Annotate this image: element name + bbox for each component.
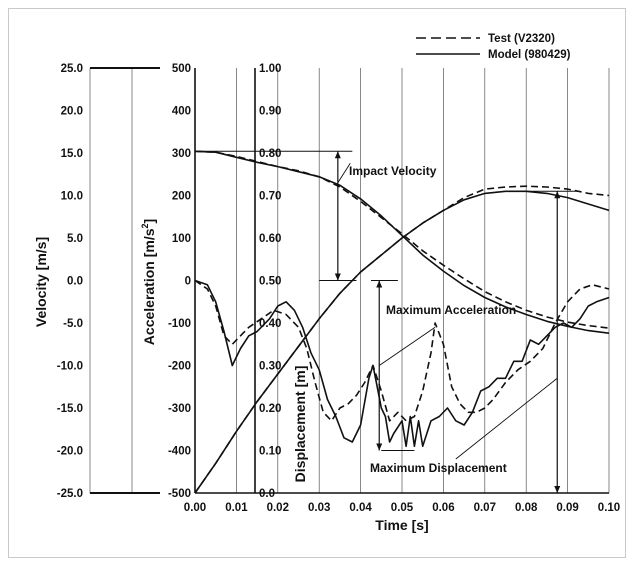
model-displacement-line — [194, 190, 610, 494]
displacement-axis-label: Displacement [m] — [292, 366, 308, 483]
legend-model-label: Model (980429) — [488, 49, 571, 61]
displacement-tick-label: 0.10 — [259, 446, 281, 458]
max-displacement-arrow-tail — [554, 191, 561, 199]
x-tick-label: 0.08 — [515, 502, 538, 514]
velocity-tick-label: -15.0 — [57, 403, 83, 415]
x-tick-label: 0.06 — [432, 502, 454, 514]
x-tick-label: 0.09 — [556, 502, 578, 514]
x-tick-label: 0.03 — [308, 502, 330, 514]
max-acceleration-arrow-head — [376, 443, 383, 451]
x-tick-label: 0.02 — [267, 502, 289, 514]
displacement-tick-label: 0.70 — [259, 191, 281, 203]
legend-test-label: Test (V2320) — [488, 33, 555, 45]
velocity-tick-label: -5.0 — [63, 318, 83, 330]
chart-frame — [8, 8, 626, 558]
velocity-tick-label: 5.0 — [67, 233, 83, 245]
acceleration-tick-label: 500 — [172, 63, 191, 75]
x-tick-label: 0.05 — [391, 502, 414, 514]
acceleration-tick-label: 400 — [172, 106, 191, 118]
max-displacement-arrow-head — [554, 486, 561, 493]
velocity-axis-label: Velocity [m/s] — [33, 237, 49, 327]
annotation-maximum-acceleration: Maximum Acceleration — [386, 303, 516, 317]
max-acceleration-arrow-tail — [376, 280, 383, 288]
displacement-tick-label: 0.40 — [259, 318, 281, 330]
annotation-lines — [195, 150, 581, 493]
acceleration-tick-label: -100 — [168, 318, 191, 330]
displacement-tick-label: 0.50 — [259, 276, 281, 288]
displacement-tick-label: 0.90 — [259, 106, 281, 118]
x-axis-label: Time [s] — [375, 517, 428, 533]
model-velocity-line — [194, 150, 610, 334]
acceleration-tick-label: 200 — [172, 191, 191, 203]
gridlines — [89, 68, 610, 493]
displacement-tick-label: 0.60 — [259, 233, 281, 245]
velocity-tick-label: -20.0 — [57, 446, 83, 458]
acceleration-tick-label: -500 — [168, 488, 191, 500]
x-tick-label: 0.04 — [349, 502, 372, 514]
annotation-impact-velocity: Impact Velocity — [349, 164, 437, 178]
displacement-tick-label: 0.0 — [259, 488, 275, 500]
acceleration-tick-label: 100 — [172, 233, 191, 245]
acceleration-tick-label: -200 — [168, 361, 191, 373]
acceleration-tick-label: -300 — [168, 403, 191, 415]
data-series — [194, 150, 610, 494]
displacement-tick-label: 0.80 — [259, 148, 281, 160]
model-acceleration-line — [194, 279, 610, 448]
velocity-tick-label: 25.0 — [61, 63, 83, 75]
acceleration-tick-label: 300 — [172, 148, 191, 160]
acceleration-label-main: Acceleration [m/s — [141, 228, 157, 345]
displacement-tick-label: 1.00 — [259, 63, 281, 75]
impact-velocity-arrow-head — [334, 273, 341, 281]
impact-velocity-leader — [337, 162, 351, 183]
x-tick-label: 0.00 — [184, 502, 206, 514]
velocity-tick-label: -10.0 — [57, 361, 83, 373]
acceleration-label-sup: 2 — [140, 223, 150, 228]
velocity-tick-label: 15.0 — [61, 148, 83, 160]
displacement-tick-label: 0.30 — [259, 361, 281, 373]
acceleration-axis-label: Acceleration [m/s2] — [140, 219, 157, 345]
acceleration-tick-label: 0 — [185, 276, 191, 288]
velocity-tick-label: -25.0 — [57, 488, 83, 500]
impact-velocity-arrow-tail — [334, 151, 341, 159]
acceleration-tick-label: -400 — [168, 446, 191, 458]
x-tick-label: 0.07 — [474, 502, 496, 514]
velocity-tick-label: 20.0 — [61, 106, 83, 118]
velocity-tick-label: 10.0 — [61, 191, 83, 203]
displacement-tick-label: 0.20 — [259, 403, 281, 415]
max-acceleration-leader — [378, 326, 436, 366]
tick-labels: 25.020.015.010.05.00.0-5.0-10.0-15.0-20.… — [57, 63, 620, 514]
test-acceleration-line — [194, 279, 610, 422]
x-tick-label: 0.10 — [598, 502, 620, 514]
velocity-tick-label: 0.0 — [67, 276, 83, 288]
annotation-maximum-displacement: Maximum Displacement — [370, 461, 507, 475]
x-tick-label: 0.01 — [225, 502, 248, 514]
acceleration-label-end: ] — [141, 219, 157, 224]
max-displacement-leader — [455, 377, 558, 460]
